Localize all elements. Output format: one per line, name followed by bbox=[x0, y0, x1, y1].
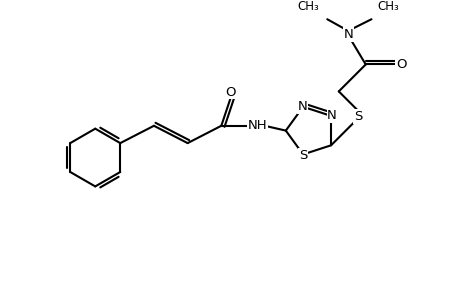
Text: NH: NH bbox=[247, 119, 267, 132]
Text: CH₃: CH₃ bbox=[376, 0, 398, 14]
Text: CH₃: CH₃ bbox=[297, 0, 319, 14]
Text: O: O bbox=[225, 85, 235, 99]
Text: S: S bbox=[353, 110, 361, 123]
Text: N: N bbox=[326, 110, 336, 122]
Text: S: S bbox=[298, 149, 307, 162]
Text: O: O bbox=[395, 58, 406, 71]
Text: N: N bbox=[297, 100, 306, 113]
Text: N: N bbox=[343, 28, 353, 41]
